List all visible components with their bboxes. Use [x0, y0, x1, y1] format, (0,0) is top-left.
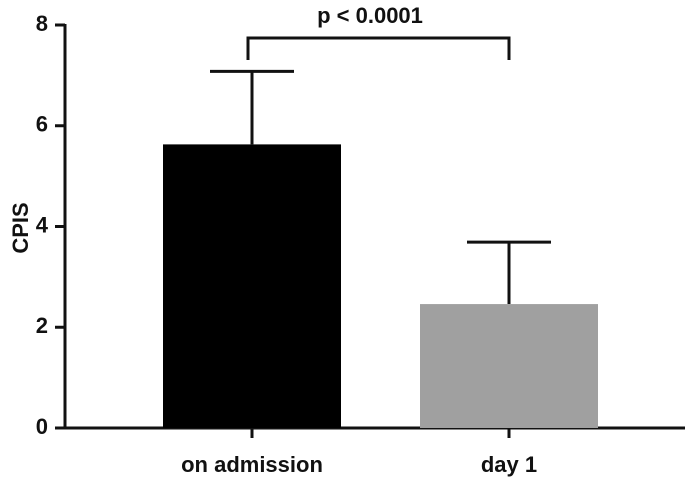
- y-tick-label: 2: [36, 313, 48, 338]
- y-tick-label: 4: [36, 212, 49, 237]
- x-tick-label: day 1: [481, 452, 537, 477]
- bar: [420, 304, 598, 428]
- annotation: p < 0.0001: [317, 3, 423, 28]
- y-tick-label: 6: [36, 112, 48, 137]
- x-tick-label: on admission: [181, 452, 323, 477]
- significance-bracket: [246, 36, 511, 60]
- bar: [163, 144, 341, 429]
- y-axis-label: CPIS: [8, 202, 33, 253]
- y-tick-label: 8: [36, 11, 48, 36]
- y-tick-label: 0: [36, 414, 48, 439]
